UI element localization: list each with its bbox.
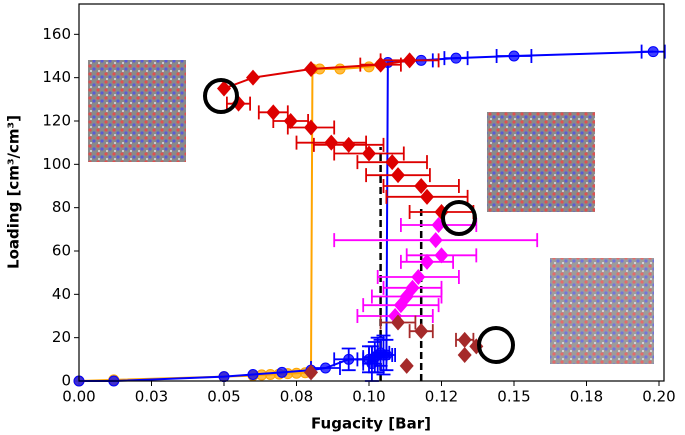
circle-marker	[363, 61, 375, 73]
y-axis-label: Loading [cm³/cm³]	[5, 115, 23, 269]
circle-marker	[343, 353, 355, 365]
diamond-marker	[304, 61, 318, 77]
diamond-marker	[304, 364, 318, 381]
diamond-marker	[399, 357, 414, 374]
highlight-circle	[477, 326, 515, 364]
diamond-marker	[304, 119, 318, 136]
circle-marker	[218, 371, 230, 383]
y-tick-label: 100	[42, 155, 71, 173]
y-tick-label: 40	[52, 285, 71, 303]
x-tick-label: 0.18	[570, 388, 603, 406]
x-tick-label: 0.15	[497, 388, 530, 406]
diamond-marker	[391, 167, 405, 184]
x-axis-label: Fugacity [Bar]	[311, 415, 431, 433]
diamond-marker	[428, 232, 443, 249]
circle-marker	[320, 362, 331, 374]
diamond-marker	[457, 331, 472, 348]
plot-frame	[78, 3, 665, 382]
diamond-marker	[391, 314, 405, 331]
circle-marker	[334, 63, 346, 75]
diamond-marker	[414, 178, 429, 194]
y-tick-label: 0	[61, 372, 71, 390]
x-tick-label: 0.00	[62, 388, 95, 406]
circle-marker	[450, 52, 462, 64]
x-tick-label: 0.10	[352, 388, 385, 406]
diamond-marker	[420, 253, 434, 270]
highlight-circle	[441, 200, 477, 236]
circle-marker	[276, 366, 288, 378]
diamond-marker	[411, 269, 426, 285]
circle-marker	[247, 369, 259, 380]
diamond-marker	[341, 136, 356, 153]
diamond-marker	[393, 297, 408, 314]
structure-image	[487, 112, 595, 212]
diamond-marker	[402, 52, 417, 69]
diamond-marker	[217, 80, 231, 97]
highlight-circle	[203, 78, 239, 114]
diamond-marker	[266, 104, 281, 121]
x-tick-label: 0.03	[135, 388, 168, 406]
y-tick-label: 80	[52, 198, 71, 216]
circle-marker	[508, 50, 520, 62]
diamond-marker	[414, 323, 429, 340]
structure-image	[550, 258, 654, 364]
x-tick-label: 0.05	[207, 388, 240, 406]
diamond-marker	[362, 145, 376, 162]
circle-marker	[380, 349, 392, 361]
y-tick-label: 60	[52, 242, 71, 260]
diamond-marker	[324, 134, 339, 151]
y-tick-label: 160	[42, 25, 71, 43]
y-tick-label: 140	[42, 68, 71, 86]
diamond-marker	[246, 69, 260, 86]
y-tick-label: 20	[52, 328, 71, 346]
circle-marker	[647, 46, 659, 58]
y-tick-label: 120	[42, 112, 71, 130]
x-tick-label: 0.20	[642, 388, 675, 406]
diamond-marker	[420, 188, 434, 205]
structure-image	[88, 60, 186, 162]
diamond-marker	[385, 154, 400, 171]
x-tick-label: 0.08	[280, 388, 313, 406]
x-tick-label: 0.12	[425, 388, 458, 406]
diamond-marker	[457, 347, 472, 363]
diamond-marker	[434, 247, 449, 264]
